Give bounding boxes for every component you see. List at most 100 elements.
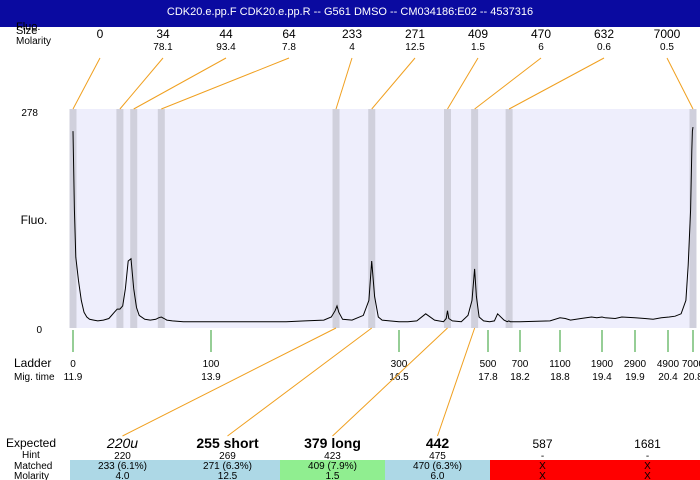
ladder-size-label: 100: [203, 359, 220, 370]
matched-value: 233 (6.1%): [98, 461, 147, 472]
expected-molarity-value: 1.5: [326, 471, 340, 480]
peak-size-label: 470: [531, 27, 551, 41]
hint-value: 269: [219, 451, 236, 462]
ladder-size-label: 0: [70, 359, 76, 370]
peak-size-label: 409: [468, 27, 488, 41]
match-status-cell: [595, 460, 700, 480]
expected-connector: [122, 327, 337, 437]
expected-row-label: Expected: [6, 436, 56, 450]
expected-connector: [332, 327, 448, 437]
matched-value: 271 (6.3%): [203, 461, 252, 472]
peak-band: [505, 109, 513, 328]
hint-value: 220: [114, 451, 131, 462]
expected-size: 379 long: [304, 435, 361, 451]
peak-size-label: 34: [156, 27, 170, 41]
match-status-cell: [490, 460, 595, 480]
peak-molarity-label: 1.5: [471, 42, 485, 53]
ladder-migration-label: 18.2: [510, 372, 530, 383]
y-axis-title: Fluo.: [21, 213, 48, 227]
peak-molarity-label: 0.6: [597, 42, 611, 53]
ladder-migration-label: 16.5: [389, 372, 409, 383]
matched-value: 470 (6.3%): [413, 461, 462, 472]
peak-band: [157, 109, 165, 328]
ladder-size-label: 7000: [682, 359, 700, 370]
expected-size: 220u: [106, 435, 138, 451]
expected-size: 442: [426, 435, 450, 451]
ladder-size-label: 1100: [549, 359, 571, 370]
chart-title: CDK20.e.pp.F CDK20.e.pp.R -- G561 DMSO -…: [166, 6, 534, 18]
peak-size-label: 64: [282, 27, 296, 41]
peak-size-label: 271: [405, 27, 425, 41]
peak-size-label: 0: [97, 27, 104, 41]
expected-size: 1681: [634, 437, 661, 451]
peak-molarity-label: 7.8: [282, 42, 296, 53]
ladder-size-label: 2900: [624, 359, 647, 370]
y-max-label: 278: [21, 108, 38, 119]
ladder-migration-label: 19.4: [592, 372, 612, 383]
fluorescence-trace: [72, 127, 694, 323]
peak-size-label: 7000: [654, 27, 681, 41]
matched-value: X: [644, 461, 651, 472]
peak-molarity-label: 6: [538, 42, 544, 53]
peak-size-label: 632: [594, 27, 614, 41]
molarity-row-label: Molarity: [16, 36, 51, 47]
expected-molarity-value: X: [644, 471, 651, 480]
match-status-cell: [175, 460, 280, 480]
peak-band: [116, 109, 124, 328]
ladder-migration-label: 13.9: [201, 372, 221, 383]
matched-row-label: Matched: [14, 461, 52, 472]
hint-value: 475: [429, 451, 446, 462]
hint-row-label: Hint: [22, 450, 40, 461]
peak-connector: [119, 57, 164, 110]
match-status-cell: [385, 460, 490, 480]
peak-band: [368, 109, 376, 328]
peak-connector: [161, 57, 290, 110]
expected-size: 587: [532, 437, 552, 451]
ladder-migration-label: 18.8: [550, 372, 570, 383]
peak-connector: [447, 57, 479, 110]
ladder-size-label: 4900: [657, 359, 680, 370]
peak-band: [471, 109, 479, 328]
peak-molarity-label: 93.4: [216, 42, 236, 53]
match-status-cell: [70, 460, 175, 480]
peak-band: [69, 109, 77, 328]
hint-value: -: [541, 451, 544, 462]
expected-size: 255 short: [196, 435, 259, 451]
migration-row-label: Mig. time: [14, 372, 55, 383]
ladder-migration-label: 17.8: [478, 372, 498, 383]
ladder-migration-label: 19.9: [625, 372, 645, 383]
y-min-label: 0: [36, 325, 42, 336]
size-row-overlay-label: Fluo.: [16, 21, 40, 33]
expected-molarity-value: 12.5: [218, 471, 238, 480]
ladder-migration-label: 20.4: [658, 372, 678, 383]
expected-connector: [437, 327, 476, 437]
peak-molarity-label: 4: [349, 42, 355, 53]
title-bar: CDK20.e.pp.F CDK20.e.pp.R -- G561 DMSO -…: [0, 0, 700, 27]
peak-band: [130, 109, 138, 328]
ladder-size-label: 300: [391, 359, 408, 370]
plot-area: [73, 109, 696, 328]
expected-molarity-value: 4.0: [116, 471, 130, 480]
hint-value: -: [646, 451, 649, 462]
ladder-size-label: 700: [512, 359, 529, 370]
expected-molarity-row-label: Molarity: [14, 471, 49, 480]
expected-molarity-value: 6.0: [431, 471, 445, 480]
ladder-row-label: Ladder: [14, 356, 51, 370]
expected-molarity-value: X: [539, 471, 546, 480]
matched-value: 409 (7.9%): [308, 461, 357, 472]
ladder-size-label: 500: [480, 359, 497, 370]
peak-connector: [474, 57, 542, 110]
peak-molarity-label: 12.5: [405, 42, 425, 53]
ladder-size-label: 1900: [591, 359, 614, 370]
peak-band: [444, 109, 452, 328]
peak-connector: [371, 57, 416, 110]
peak-molarity-label: 78.1: [153, 42, 173, 53]
peak-connector: [72, 57, 101, 110]
peak-molarity-label: 0.5: [660, 42, 674, 53]
size-row-label: Size: [16, 25, 37, 37]
expected-connector: [227, 327, 373, 437]
peak-size-label: 44: [219, 27, 233, 41]
peak-size-label: 233: [342, 27, 362, 41]
peak-band: [689, 109, 697, 328]
